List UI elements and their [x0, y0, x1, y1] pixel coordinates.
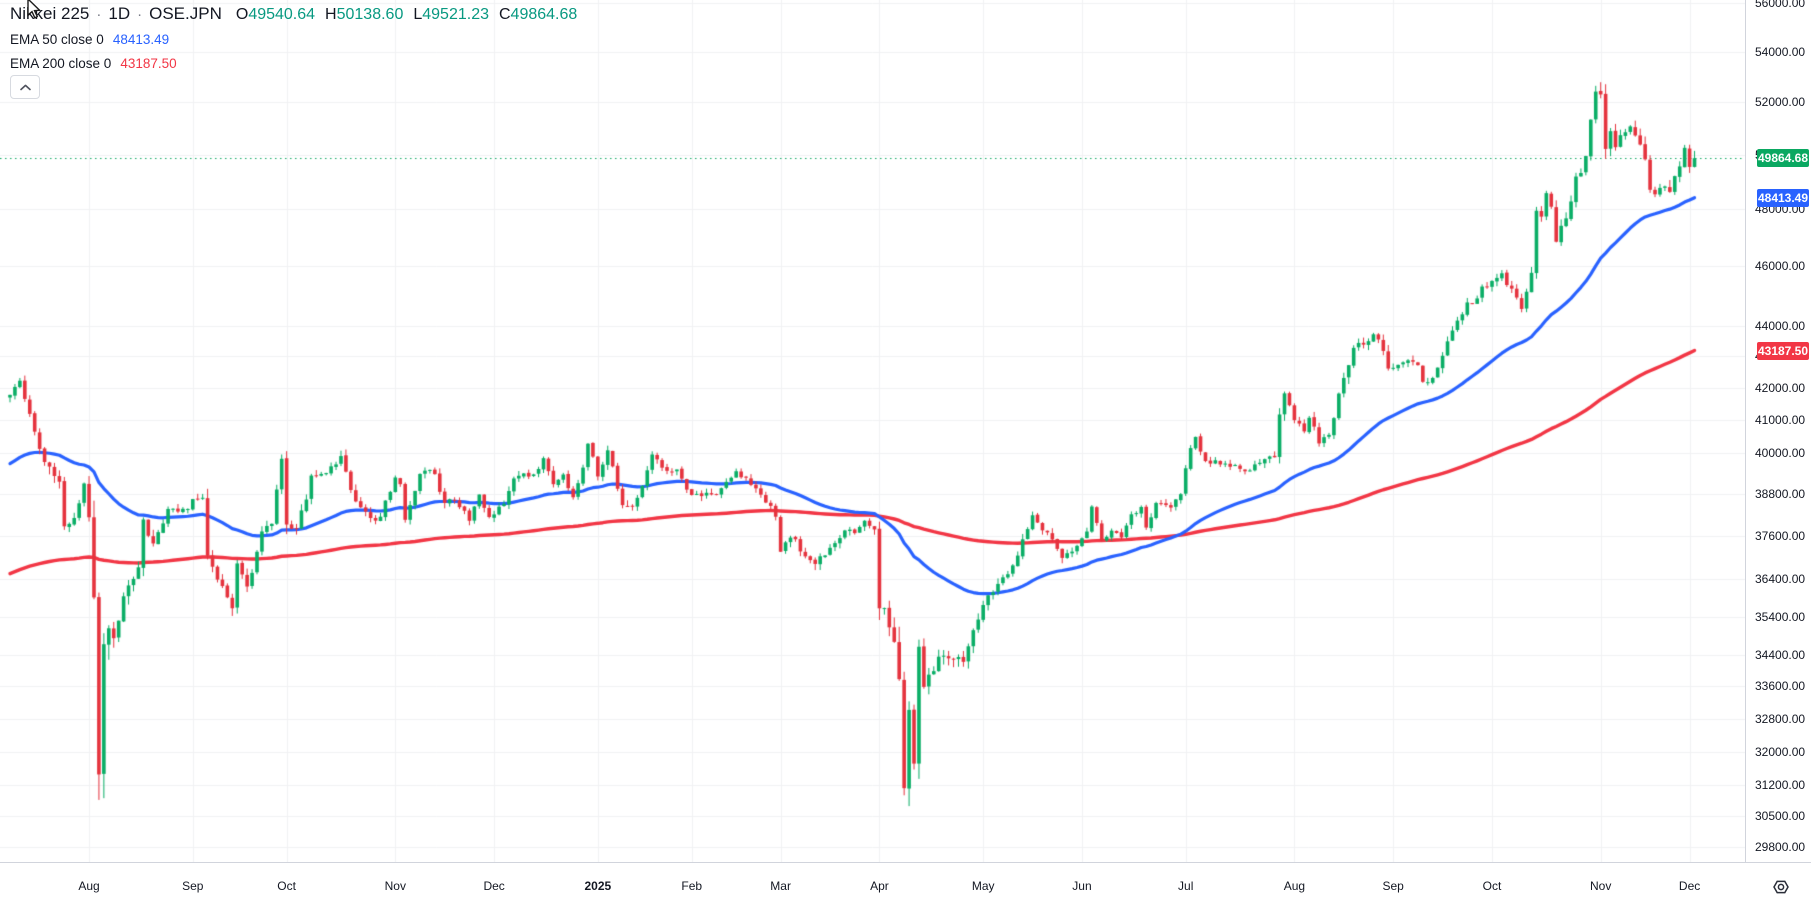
- legend-ema50-row[interactable]: EMA 50 close 0 48413.49: [10, 32, 577, 47]
- price-tick-label: 36400.00: [1755, 572, 1806, 587]
- price-tick-label: 32000.00: [1755, 744, 1806, 759]
- time-axis-month-label: Jul: [1178, 879, 1194, 893]
- chevron-up-icon: [19, 84, 31, 90]
- separator-dot: ·: [96, 6, 102, 23]
- open-value: 49540.64: [248, 6, 316, 23]
- price-tick-label: 30500.00: [1755, 808, 1806, 823]
- time-axis-month-label: Mar: [770, 879, 791, 893]
- price-tick-label: 34400.00: [1755, 647, 1806, 662]
- ema50-label: EMA 50 close 0: [10, 32, 104, 47]
- ema200-value: 43187.50: [120, 56, 177, 71]
- mouse-cursor-icon: [27, 0, 42, 19]
- price-tick-label: 54000.00: [1755, 44, 1806, 59]
- chart-legend: Nikkei 225 · 1D · OSE.JPN O49540.64 H501…: [10, 4, 577, 71]
- price-tick-label: 37600.00: [1755, 528, 1806, 543]
- price-tick-label: 32800.00: [1755, 711, 1806, 726]
- price-axis[interactable]: 49864.68 48413.49 43187.50 56000.00 54000…: [1745, 0, 1811, 862]
- price-tick-label: 38800.00: [1755, 486, 1806, 501]
- open-letter: O: [235, 6, 249, 23]
- close-letter: C: [498, 6, 511, 23]
- price-tick-label: 40000.00: [1755, 446, 1806, 461]
- price-tick-label: 56000.00: [1755, 0, 1806, 10]
- time-axis-month-label: Sep: [1382, 879, 1404, 893]
- ema50-price-badge: 48413.49: [1757, 188, 1809, 207]
- time-axis-month-label: Nov: [384, 879, 406, 893]
- time-axis-month-label: Aug: [78, 879, 100, 893]
- price-tick-label: 44000.00: [1755, 318, 1806, 333]
- time-axis-month-label: Aug: [1283, 879, 1306, 893]
- price-tick-label: 35400.00: [1755, 609, 1806, 624]
- ema50-value: 48413.49: [112, 32, 170, 47]
- time-axis-month-label: Dec: [1678, 879, 1701, 893]
- separator-dot: ·: [137, 6, 143, 23]
- high-value: 50138.60: [336, 6, 404, 23]
- ohlc-readout: O49540.64 H50138.60 L49521.23 C49864.68: [236, 6, 577, 24]
- time-axis-month-label: Oct: [1482, 879, 1502, 893]
- legend-collapse-button[interactable]: [10, 75, 40, 99]
- time-axis-month-label: Apr: [870, 879, 889, 893]
- time-axis-month-label: Sep: [182, 879, 204, 893]
- time-axis-month-label: Oct: [277, 879, 296, 893]
- last-price-badge: 49864.68: [1757, 149, 1809, 168]
- price-tick-label: 46000.00: [1755, 259, 1806, 274]
- time-axis-month-label: 2025: [584, 879, 612, 893]
- exchange-label: OSE.JPN: [149, 4, 222, 23]
- time-axis-month-label: Feb: [681, 879, 703, 893]
- price-tick-label: 31200.00: [1755, 778, 1806, 793]
- time-axis-month-label: Dec: [483, 879, 505, 893]
- low-letter: L: [413, 6, 423, 23]
- price-tick-label: 52000.00: [1755, 95, 1806, 110]
- price-tick-label: 33600.00: [1755, 679, 1806, 694]
- symbol-title: Nikkei 225: [10, 4, 90, 23]
- price-tick-label: 42000.00: [1755, 380, 1806, 395]
- interval-label: 1D: [108, 4, 131, 23]
- high-letter: H: [325, 6, 337, 23]
- time-axis-settings-icon[interactable]: [1771, 877, 1791, 897]
- low-value: 49521.23: [422, 6, 489, 23]
- close-value: 49864.68: [510, 6, 578, 23]
- price-tick-label: 41000.00: [1755, 413, 1806, 428]
- time-axis-month-label: May: [971, 879, 995, 893]
- ema200-price-badge: 43187.50: [1757, 341, 1809, 360]
- price-tick-label: 29800.00: [1755, 839, 1806, 854]
- time-axis[interactable]: Aug Sep Oct Nov Dec 2025 Feb Mar Apr May Jun Jul Aug…: [0, 862, 1811, 903]
- legend-symbol-row[interactable]: Nikkei 225 · 1D · OSE.JPN O49540.64 H501…: [10, 4, 577, 24]
- time-axis-month-label: Nov: [1590, 879, 1612, 893]
- legend-ema200-row[interactable]: EMA 200 close 0 43187.50: [10, 56, 577, 71]
- ema200-label: EMA 200 close 0: [10, 56, 112, 71]
- time-axis-month-label: Jun: [1072, 879, 1092, 893]
